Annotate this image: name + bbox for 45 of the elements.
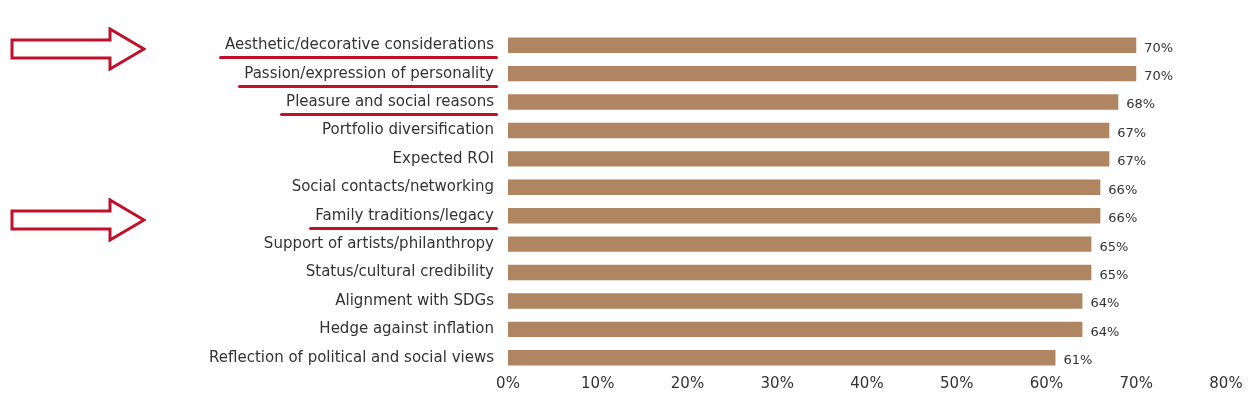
- x-tick-label: 30%: [760, 373, 794, 392]
- bar: [508, 122, 1110, 139]
- bar: [508, 264, 1092, 281]
- y-tick-label: Family traditions/legacy: [315, 205, 495, 224]
- bar: [508, 236, 1092, 252]
- y-tick-label: Portfolio diversification: [321, 120, 494, 139]
- bar: [508, 293, 1083, 309]
- data-label: 66%: [1108, 181, 1138, 197]
- y-tick-label: Aesthetic/decorative considerations: [224, 35, 495, 54]
- bar: [508, 179, 1101, 195]
- y-tick-label: Status/cultural credibility: [305, 262, 495, 281]
- y-tick-label: Expected ROI: [392, 148, 494, 167]
- bar: [508, 151, 1110, 167]
- x-tick-label: 20%: [670, 373, 705, 392]
- bar: [508, 94, 1119, 110]
- data-label: 65%: [1099, 238, 1129, 254]
- data-label: 67%: [1117, 153, 1147, 169]
- data-label: 70%: [1144, 68, 1174, 83]
- data-label: 68%: [1126, 96, 1156, 112]
- data-label: 65%: [1099, 266, 1129, 282]
- y-tick-label: Social contacts/networking: [291, 177, 494, 196]
- x-tick-label: 80%: [1209, 373, 1243, 392]
- bar: [508, 350, 1056, 366]
- y-tick-label: Hedge against inflation: [319, 319, 494, 338]
- data-label: 67%: [1117, 124, 1147, 140]
- data-label: 64%: [1090, 295, 1120, 311]
- y-tick-label: Passion/expression of personality: [244, 63, 495, 82]
- bar: [508, 37, 1137, 53]
- x-tick-label: 60%: [1029, 373, 1064, 392]
- data-label: 61%: [1063, 352, 1093, 368]
- x-tick-label: 50%: [940, 373, 974, 392]
- data-label: 70%: [1144, 39, 1174, 55]
- x-tick-label: 70%: [1119, 373, 1153, 392]
- y-tick-label: Alignment with SDGs: [335, 290, 495, 309]
- bar: [508, 208, 1101, 224]
- bar: [508, 321, 1083, 338]
- bar: [508, 65, 1137, 82]
- x-tick-label: 40%: [850, 373, 884, 392]
- y-tick-label: Reflection of political and social views: [209, 347, 495, 366]
- data-label: 66%: [1108, 210, 1138, 226]
- y-tick-label: Pleasure and social reasons: [286, 91, 495, 110]
- x-tick-label: 10%: [581, 373, 615, 392]
- x-tick-label: 0%: [496, 373, 520, 392]
- data-label: 64%: [1090, 323, 1120, 339]
- y-tick-label: Support of artists/philanthropy: [263, 234, 495, 253]
